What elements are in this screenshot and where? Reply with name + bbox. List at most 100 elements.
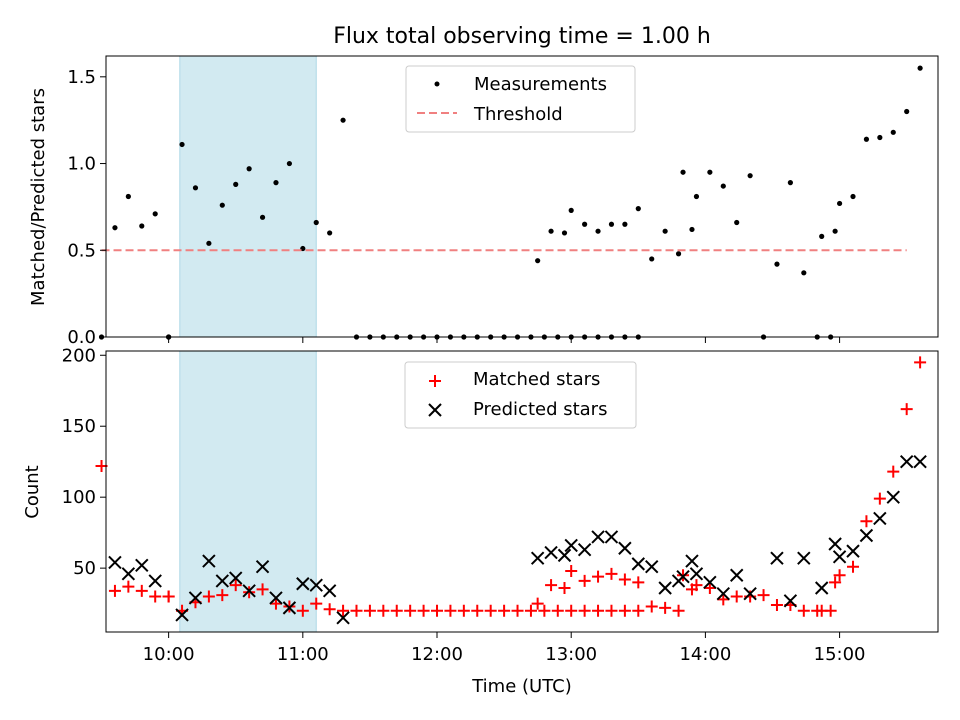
matched-star-point <box>498 604 511 617</box>
predicted-star-point <box>899 454 914 469</box>
measurement-point <box>582 221 588 227</box>
predicted-star-point <box>336 611 350 625</box>
matched-star-point <box>770 599 783 612</box>
predicted-star-point <box>689 567 704 581</box>
matched-star-point <box>551 604 564 617</box>
measurement-point <box>832 228 838 234</box>
bottom-legend: Matched stars Predicted stars <box>404 361 637 429</box>
matched-star-point <box>350 604 363 617</box>
x-tick-label: 15:00 <box>814 644 866 665</box>
matched-star-point <box>618 604 631 617</box>
predicted-star-point <box>886 490 900 504</box>
predicted-star-point <box>108 555 122 570</box>
measurement-point <box>675 251 682 257</box>
top-y-tick-label: 1.0 <box>67 154 96 175</box>
matched-star-point <box>605 604 618 617</box>
x-axis-label: Time (UTC) <box>471 676 572 697</box>
matched-star-point <box>900 403 913 416</box>
predicted-star-point <box>814 581 829 595</box>
measurement-point <box>340 117 346 123</box>
matched-star-point <box>417 604 430 617</box>
measurement-point <box>286 160 292 167</box>
matched-star-point <box>377 604 390 617</box>
matched-star-point <box>914 356 927 369</box>
predicted-star-point <box>564 538 578 553</box>
measurement-point <box>707 169 713 175</box>
predicted-star-point <box>676 569 690 584</box>
predicted-star-point <box>309 578 323 592</box>
predicted-star-point <box>703 575 717 590</box>
top-y-tick-label: 0.5 <box>67 240 96 261</box>
top-y-tick-label: 0.0 <box>67 327 96 348</box>
matched-star-point <box>757 589 770 602</box>
measurement-point <box>313 219 319 226</box>
predicted-star-point <box>544 545 558 560</box>
predicted-star-point <box>859 528 874 543</box>
predicted-star-point <box>282 601 297 615</box>
matched-star-point <box>471 604 484 617</box>
matched-star-point <box>243 586 256 599</box>
predicted-star-point <box>913 454 927 469</box>
measurement-point <box>689 226 695 233</box>
measurement-point <box>608 221 615 227</box>
predicted-star-point <box>530 551 545 565</box>
measurement-point <box>233 181 239 187</box>
matched-star-point <box>149 590 162 603</box>
matched-star-point <box>457 604 470 617</box>
matched-star-point <box>797 604 810 617</box>
matched-star-point <box>524 604 537 617</box>
matched-star-point <box>484 604 497 617</box>
measurement-point <box>139 223 145 229</box>
matched-star-point <box>717 593 730 606</box>
predicted-star-point <box>121 567 136 581</box>
measurement-point <box>112 225 118 231</box>
matched-star-point <box>592 604 605 617</box>
predicted-star-point <box>645 560 659 574</box>
measurement-point <box>819 233 825 239</box>
x-tick-label: 10:00 <box>143 644 195 665</box>
measurement-point <box>890 129 896 135</box>
bottom-y-tick-label: 100 <box>62 487 96 508</box>
matched-star-point <box>578 574 591 587</box>
matched-star-point <box>703 582 716 595</box>
matched-star-point <box>578 604 591 617</box>
matched-star-point <box>135 584 148 597</box>
matched-star-point <box>860 515 873 528</box>
predicted-star-point <box>175 608 189 622</box>
x-tick-label: 11:00 <box>277 644 329 665</box>
matched-star-point <box>229 579 242 592</box>
matched-star-point <box>444 604 457 617</box>
bottom-y-tick-label: 150 <box>62 416 96 437</box>
measurement-point <box>693 193 700 200</box>
predicted-star-point <box>229 571 243 585</box>
matched-star-point <box>659 601 672 614</box>
predicted-star-point <box>828 537 842 551</box>
predicted-star-point <box>832 550 847 564</box>
top-data-layer <box>98 65 923 340</box>
matched-star-point <box>108 584 121 597</box>
predicted-star-point <box>685 554 699 568</box>
bottom-y-tick-label: 50 <box>73 558 96 579</box>
top-legend-box <box>405 65 636 133</box>
matched-star-point <box>337 604 350 617</box>
measurement-point <box>850 193 856 200</box>
bottom-x-axis: 10:00 11:00 12:00 13:00 14:00 15:00 <box>143 632 866 665</box>
bottom-y-axis: 50 100 150 200 <box>62 345 106 579</box>
matched-star-point <box>202 590 215 603</box>
matched-star-point <box>363 604 376 617</box>
predicted-star-point <box>618 541 632 555</box>
measurement-point <box>327 230 333 236</box>
matched-star-point <box>545 579 558 592</box>
matched-star-point <box>847 560 860 573</box>
matched-star-point <box>122 580 135 593</box>
matched-star-point <box>645 600 658 613</box>
predicted-star-point <box>873 511 887 526</box>
matched-star-point <box>873 492 886 505</box>
predicted-star-point <box>783 594 798 608</box>
predicted-star-point <box>730 568 744 582</box>
predicted-star-point <box>269 591 283 605</box>
matched-star-point <box>558 582 571 595</box>
legend-measurements-marker <box>434 81 440 87</box>
matched-star-point <box>296 604 309 617</box>
matched-star-point <box>833 569 846 582</box>
